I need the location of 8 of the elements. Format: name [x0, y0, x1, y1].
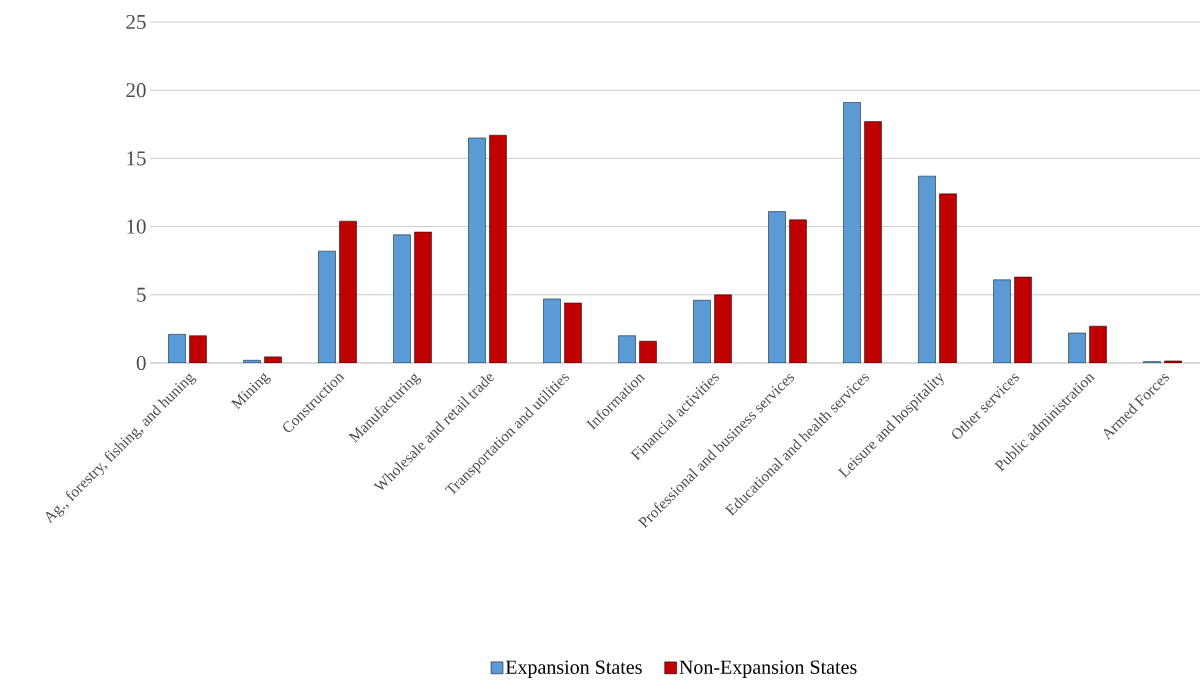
- y-tick-label: 15: [127, 151, 146, 166]
- y-tick-label: 10: [127, 219, 146, 234]
- y-tick-label: 20: [126, 83, 146, 98]
- legend-label: Non-Expansion States: [679, 660, 857, 678]
- y-tick-label: 5: [137, 287, 146, 302]
- y-tick-label: 0: [136, 355, 146, 371]
- legend-label: Expansion States: [505, 660, 642, 678]
- y-tick-label: 25: [126, 14, 146, 30]
